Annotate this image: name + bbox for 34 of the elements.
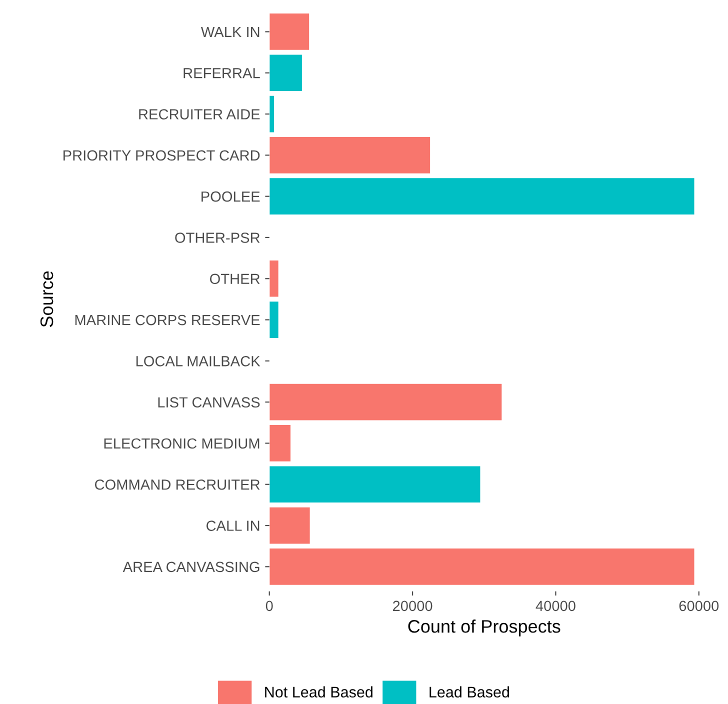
bar	[269, 54, 303, 92]
x-tick-label: 20000	[392, 600, 432, 612]
bar	[269, 177, 695, 216]
x-tick-label: 0	[266, 600, 273, 612]
y-tick-label: POOLEE	[202, 191, 260, 202]
bar	[269, 260, 280, 298]
bar	[269, 383, 502, 421]
y-tick-label: LOCAL MAILBACK	[136, 356, 260, 366]
bar	[269, 548, 695, 586]
y-tick-label: RECRUITER AIDE	[139, 109, 260, 120]
y-axis-title: Source	[40, 271, 54, 327]
y-tick-label: ELECTRONIC MEDIUM	[104, 438, 260, 449]
bar	[269, 466, 481, 504]
bar	[269, 95, 275, 133]
bar	[269, 424, 292, 462]
y-tick-label: LIST CANVASS	[158, 397, 260, 408]
y-tick-label: CALL IN	[206, 520, 260, 531]
y-tick-label: OTHER-PSR	[175, 232, 260, 243]
y-tick-label: MARINE CORPS RESERVE	[75, 314, 260, 326]
bar	[269, 136, 431, 174]
y-tick-label: COMMAND RECRUITER	[94, 479, 260, 490]
y-tick-label: OTHER	[210, 274, 260, 284]
x-tick-label: 40000	[536, 600, 576, 612]
y-tick-label: AREA CANVASSING	[122, 562, 260, 572]
y-tick-label: PRIORITY PROSPECT CARD	[64, 150, 260, 161]
x-tick-label: 60000	[679, 600, 719, 612]
legend-label: Not Lead Based	[265, 686, 372, 698]
x-axis-title: Count of Prospects	[408, 620, 560, 636]
bar	[269, 300, 280, 339]
bar	[269, 12, 310, 51]
y-tick-label: REFERRAL	[184, 68, 260, 78]
legend-label: Lead Based	[430, 686, 509, 698]
y-tick-label: WALK IN	[200, 26, 260, 38]
bar	[269, 506, 311, 544]
